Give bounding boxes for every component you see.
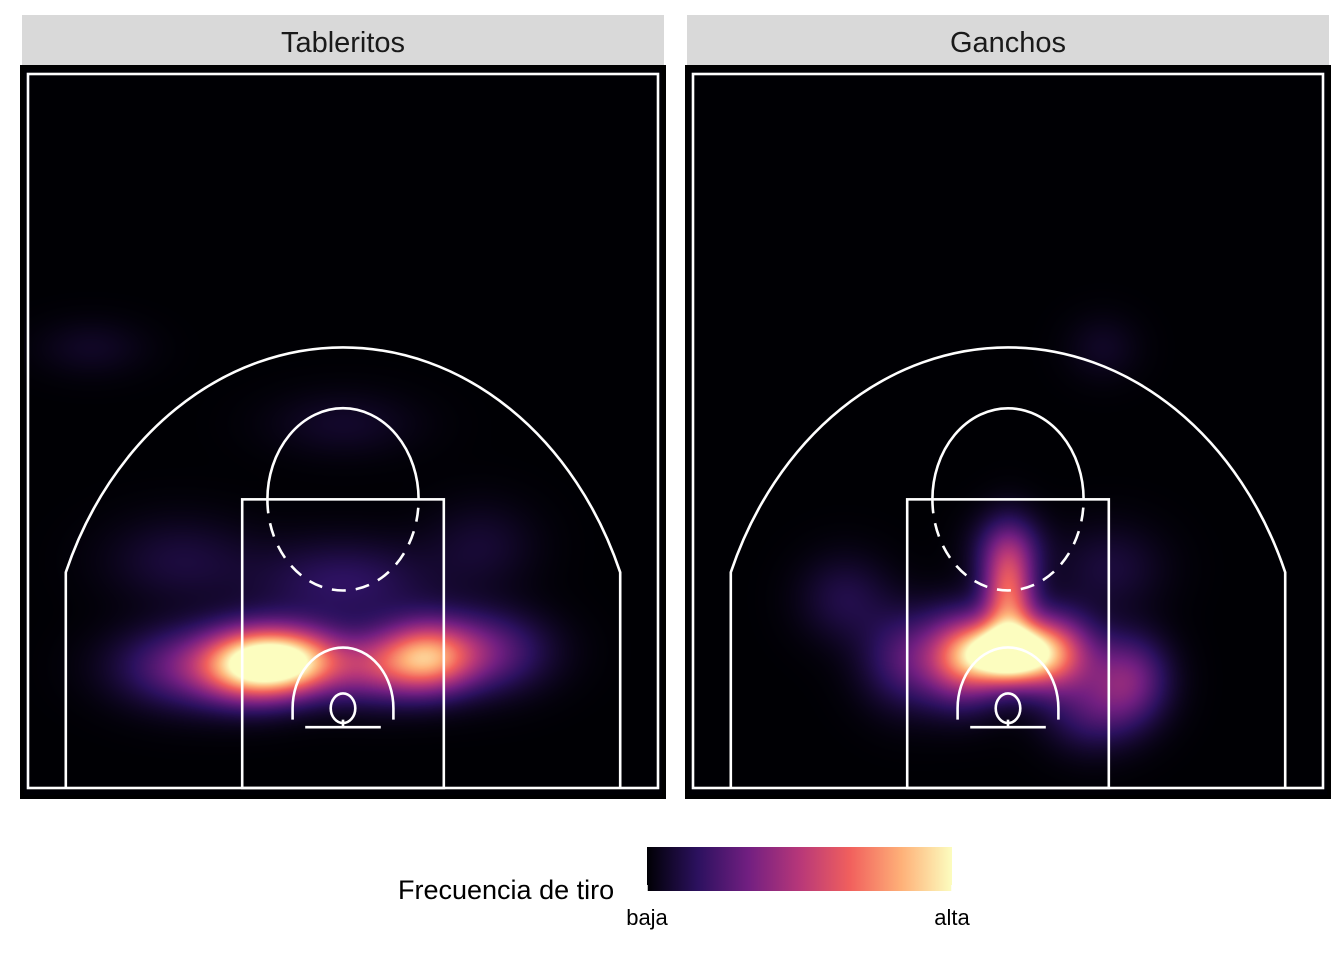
facet-panels: Tableritos Ganchos [20, 15, 1331, 799]
facet-strip-title: Ganchos [950, 27, 1066, 59]
shot-density-heatmap [24, 69, 662, 795]
legend-title: Frecuencia de tiro [398, 875, 614, 905]
facet-strip-title: Tableritos [281, 27, 405, 59]
free-throw-circle-top [266, 406, 420, 500]
court-lines [691, 72, 1325, 790]
facet-panel-2: Ganchos [685, 15, 1331, 799]
panel-border [685, 65, 1331, 799]
free-throw-circle-top [931, 406, 1085, 500]
court-lines [26, 72, 660, 790]
facet-panel-1: Tableritos [20, 15, 666, 799]
legend-color-bar [647, 847, 952, 891]
restricted-area-arc [291, 646, 395, 720]
legend-label-high: alta [934, 905, 970, 930]
free-throw-circle-bottom [266, 499, 420, 592]
color-legend: Frecuencia de tiro baja alta [398, 847, 970, 930]
facet-strip [687, 15, 1329, 67]
three-point-line [729, 346, 1287, 788]
three-point-line [64, 346, 622, 788]
free-throw-lane [905, 498, 1111, 790]
legend-label-low: baja [626, 905, 668, 930]
restricted-area-arc [956, 646, 1060, 720]
facet-strip [22, 15, 664, 67]
panel-border [20, 65, 666, 799]
shot-density-heatmap [689, 69, 1327, 795]
free-throw-lane [240, 498, 446, 790]
hoop [329, 692, 357, 725]
free-throw-circle-bottom [931, 499, 1085, 592]
hoop [994, 692, 1022, 725]
